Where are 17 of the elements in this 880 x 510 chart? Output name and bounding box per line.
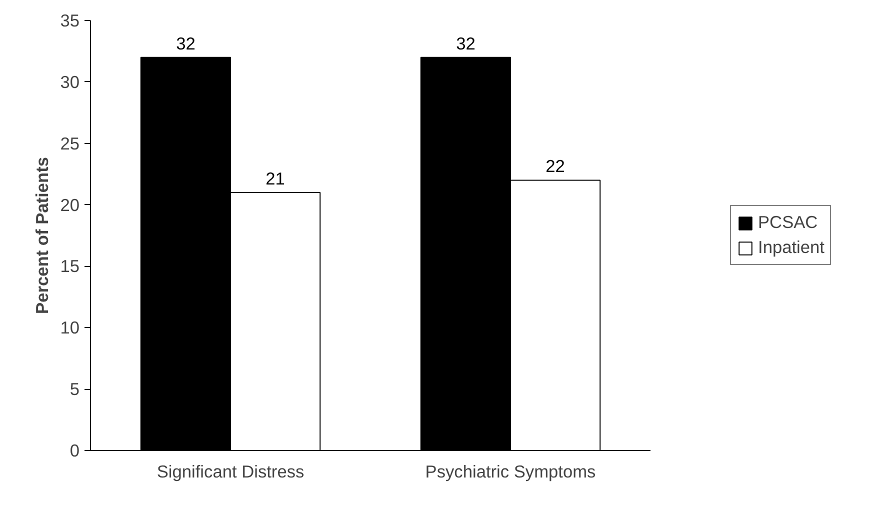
y-tick-label: 30 bbox=[60, 72, 80, 92]
y-tick-label: 0 bbox=[70, 440, 80, 460]
y-tick-label: 25 bbox=[60, 133, 80, 154]
y-tick-label: 5 bbox=[70, 379, 80, 400]
legend-label: Inpatient bbox=[758, 237, 824, 258]
x-tick-label: Significant Distress bbox=[156, 462, 305, 482]
y-tick-label: 15 bbox=[60, 256, 80, 276]
data-label: 32 bbox=[176, 33, 196, 54]
data-label: 32 bbox=[456, 33, 476, 54]
x-tick-label: Psychiatric Symptoms bbox=[425, 462, 596, 482]
y-tick-label: 35 bbox=[60, 10, 80, 30]
y-axis-title: Percent of Patients bbox=[32, 157, 52, 314]
data-label: 21 bbox=[266, 168, 285, 188]
legend-label: PCSAC bbox=[758, 212, 818, 233]
data-label: 22 bbox=[546, 156, 565, 176]
y-tick-label: 20 bbox=[60, 194, 80, 215]
y-tick-label: 10 bbox=[60, 318, 80, 338]
